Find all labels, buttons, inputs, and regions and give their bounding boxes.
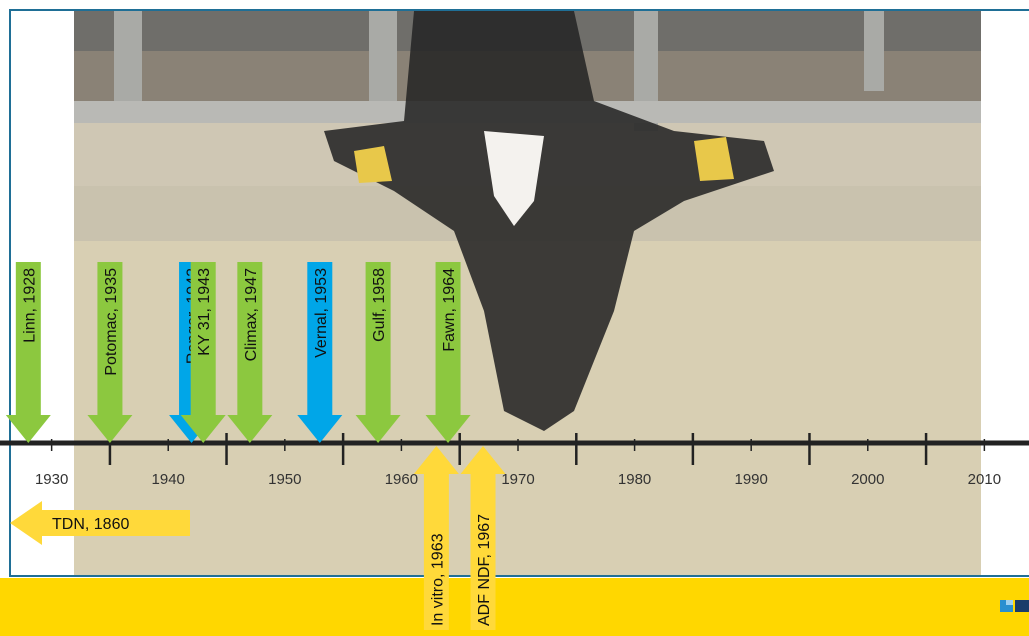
variety-arrow-label: Potomac, 1935	[103, 268, 120, 376]
variety-arrow-shape	[5, 262, 51, 443]
variety-arrow-shape	[355, 262, 401, 443]
tdn-arrow-group: TDN, 1860	[10, 501, 190, 545]
variety-arrow-shape	[87, 262, 133, 443]
variety-arrow: Fawn, 1964	[425, 262, 471, 443]
variety-arrow-label: KY 31, 1943	[196, 268, 213, 356]
footer-band	[0, 578, 1029, 636]
variety-arrow-label: Climax, 1947	[243, 268, 260, 361]
cow-photo-illustration	[74, 11, 981, 575]
variety-arrow: Vernal, 1953	[297, 262, 343, 443]
method-arrow-shape	[460, 446, 506, 630]
method-arrows: In vitro, 1963 ADF NDF, 1967	[413, 446, 506, 630]
axis-tick-label: 1950	[268, 471, 301, 488]
variety-arrow-label: Gulf, 1958	[371, 268, 388, 342]
axis-tick-label: 1940	[152, 471, 185, 488]
method-arrow: ADF NDF, 1967	[460, 446, 506, 630]
cow-photo	[74, 11, 981, 575]
variety-arrow-shape	[180, 262, 226, 443]
axis-tick-label: 1960	[385, 471, 418, 488]
method-arrow-label: ADF NDF, 1967	[476, 514, 493, 626]
axis-tick-label: 2000	[851, 471, 884, 488]
axis-tick-label: 1990	[734, 471, 767, 488]
axis-ticks: 1930 1940 1950 1960 1970 1980 1990 2000 2010	[35, 433, 1001, 488]
variety-arrow: KY 31, 1943	[180, 262, 226, 443]
logo-icon	[1000, 600, 1029, 612]
variety-arrow: Linn, 1928	[5, 262, 51, 443]
variety-arrow: Potomac, 1935	[87, 262, 133, 443]
variety-arrow-shape	[425, 262, 471, 443]
axis-tick-label: 1930	[35, 471, 68, 488]
method-arrow-label: In vitro, 1963	[429, 533, 446, 626]
variety-arrow: Gulf, 1958	[355, 262, 401, 443]
axis-tick-label: 2010	[968, 471, 1001, 488]
tdn-arrow	[10, 501, 190, 545]
variety-arrow-shape	[297, 262, 343, 443]
axis-tick-label: 1980	[618, 471, 651, 488]
variety-arrow: Climax, 1947	[227, 262, 273, 443]
variety-arrow-shape	[227, 262, 273, 443]
method-arrow-shape	[413, 446, 459, 630]
method-arrow: In vitro, 1963	[413, 446, 459, 630]
axis-tick-label: 1970	[501, 471, 534, 488]
variety-arrow-label: Fawn, 1964	[441, 268, 458, 352]
variety-arrow-label: Linn, 1928	[21, 268, 38, 343]
variety-arrow-label: Vernal, 1953	[313, 268, 330, 358]
tdn-arrow-label: TDN, 1860	[52, 516, 129, 533]
